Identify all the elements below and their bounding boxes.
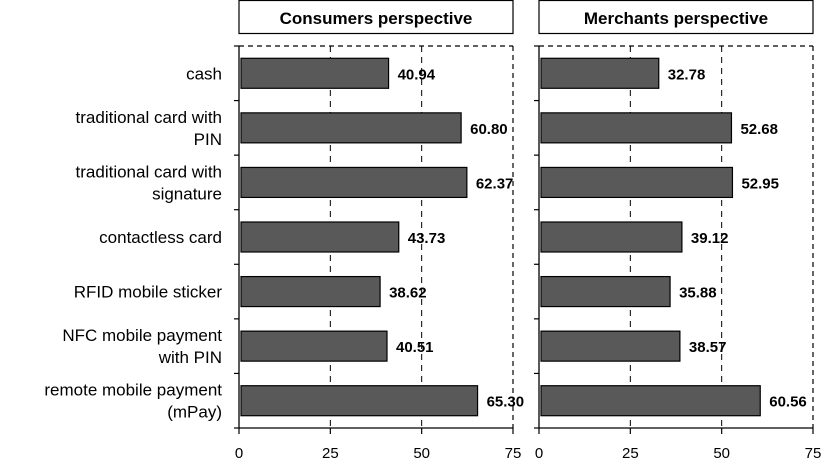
category-label: (mPay) (167, 403, 222, 422)
bar (540, 221, 683, 253)
category-label: with PIN (158, 348, 222, 367)
x-tick-label: 75 (805, 445, 821, 462)
bar (240, 166, 468, 199)
bar (240, 275, 381, 308)
bar (540, 275, 671, 308)
panel-title-box (238, 0, 514, 35)
data-label: 65.30 (487, 394, 525, 411)
data-label: 39.12 (691, 230, 729, 247)
data-label: 60.80 (470, 121, 508, 138)
panel-title: Merchants perspective (584, 9, 768, 28)
bar (240, 112, 462, 144)
panel-title-box (538, 0, 814, 35)
bar (240, 57, 390, 89)
category-label: PIN (194, 130, 222, 149)
data-label: 43.73 (408, 230, 446, 247)
category-label: remote mobile payment (44, 381, 222, 400)
data-label: 52.68 (740, 121, 778, 138)
data-label: 38.62 (389, 285, 427, 302)
category-label: traditional card with (76, 108, 222, 127)
x-tick-label: 50 (713, 445, 730, 462)
bar (540, 112, 733, 144)
category-label: contactless card (99, 228, 222, 247)
bar (240, 385, 479, 417)
category-label: RFID mobile sticker (74, 283, 223, 302)
bar (540, 166, 734, 199)
data-label: 32.78 (668, 66, 706, 83)
category-label: traditional card with (76, 162, 222, 181)
x-tick-label: 50 (413, 445, 430, 462)
x-tick-label: 0 (535, 445, 543, 462)
bar (540, 385, 761, 417)
data-label: 62.37 (476, 175, 514, 192)
bar (540, 57, 660, 89)
x-tick-label: 75 (505, 445, 522, 462)
data-label: 60.56 (769, 394, 807, 411)
category-label: signature (152, 184, 222, 203)
bar (240, 221, 400, 253)
bar (240, 330, 388, 362)
category-label: NFC mobile payment (62, 326, 222, 345)
data-label: 38.57 (689, 339, 727, 356)
data-label: 40.51 (396, 339, 434, 356)
category-label: cash (186, 64, 222, 83)
panel-title: Consumers perspective (280, 9, 473, 28)
x-tick-label: 25 (322, 445, 339, 462)
data-label: 52.95 (741, 175, 779, 192)
bar (540, 330, 681, 362)
data-label: 40.94 (398, 66, 436, 83)
x-tick-label: 0 (235, 445, 243, 462)
data-label: 35.88 (679, 285, 717, 302)
x-tick-label: 25 (622, 445, 639, 462)
